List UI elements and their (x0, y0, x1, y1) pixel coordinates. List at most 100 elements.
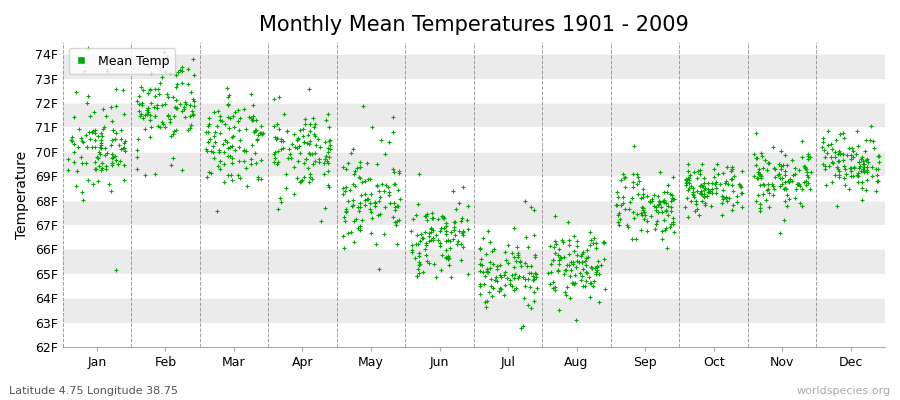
Point (857, 168, 871, 174)
Point (244, 156, 258, 162)
Point (543, 243, 557, 249)
Point (95, 106, 110, 113)
Point (694, 188, 708, 194)
Point (161, 112, 176, 119)
Point (596, 238, 610, 245)
Point (556, 239, 571, 245)
Point (161, 112, 176, 118)
Point (65, 134, 79, 141)
Point (295, 126, 310, 133)
Point (666, 215, 680, 221)
Point (856, 161, 870, 168)
Point (352, 174, 366, 180)
Point (376, 231, 391, 237)
Point (652, 201, 666, 207)
Point (681, 214, 696, 220)
Point (477, 281, 491, 287)
Point (486, 285, 500, 291)
Point (371, 212, 385, 218)
Point (786, 172, 800, 178)
Point (436, 214, 450, 220)
Point (850, 172, 864, 178)
Point (433, 240, 447, 246)
Point (311, 158, 326, 165)
Point (493, 272, 508, 278)
Point (793, 200, 807, 206)
Point (774, 163, 788, 169)
Point (220, 172, 235, 179)
Point (760, 180, 775, 187)
Point (75, 137, 89, 144)
Point (579, 278, 593, 284)
Point (368, 199, 382, 205)
Point (130, 154, 145, 160)
Point (290, 175, 304, 181)
Point (778, 167, 792, 174)
Point (435, 252, 449, 258)
Point (448, 219, 463, 225)
Point (225, 160, 239, 166)
Point (716, 196, 731, 202)
Point (557, 271, 572, 277)
Point (716, 194, 730, 200)
Point (72, 126, 86, 132)
Point (320, 145, 335, 151)
Point (212, 116, 227, 123)
Point (781, 196, 796, 202)
Point (130, 146, 144, 153)
Point (357, 191, 372, 198)
Point (721, 181, 735, 187)
Point (702, 189, 716, 196)
Point (91, 132, 105, 139)
Point (217, 161, 231, 168)
Point (698, 200, 713, 206)
Point (148, 112, 162, 119)
Point (404, 248, 419, 255)
Point (686, 192, 700, 198)
Point (749, 162, 763, 168)
Point (472, 282, 487, 289)
Point (493, 274, 508, 280)
Point (302, 174, 317, 180)
Point (612, 221, 626, 228)
Point (824, 154, 839, 160)
Point (276, 144, 291, 151)
Point (456, 184, 471, 190)
Point (343, 187, 357, 194)
Point (320, 158, 335, 164)
Point (130, 136, 145, 142)
Point (360, 160, 374, 166)
Point (771, 171, 786, 178)
Point (799, 169, 814, 176)
Point (382, 189, 396, 196)
Point (138, 125, 152, 132)
Point (293, 178, 308, 185)
Point (173, 101, 187, 108)
Point (546, 257, 561, 264)
Point (768, 174, 782, 180)
Point (591, 299, 606, 306)
Point (232, 158, 247, 164)
Point (276, 138, 291, 144)
Bar (62, 128, 885, 152)
Point (288, 144, 302, 151)
Point (709, 190, 724, 196)
Point (753, 172, 768, 178)
Point (855, 154, 869, 161)
Point (574, 253, 589, 260)
Point (322, 154, 337, 160)
Point (274, 198, 288, 205)
Point (243, 115, 257, 121)
Point (652, 169, 667, 176)
Point (132, 93, 147, 99)
Point (271, 159, 285, 165)
Point (795, 138, 809, 144)
Point (202, 121, 216, 127)
Point (199, 128, 213, 135)
Point (478, 273, 492, 280)
Point (778, 152, 792, 158)
Point (187, 72, 202, 78)
Point (558, 267, 572, 273)
Point (456, 228, 471, 235)
Point (680, 182, 694, 188)
